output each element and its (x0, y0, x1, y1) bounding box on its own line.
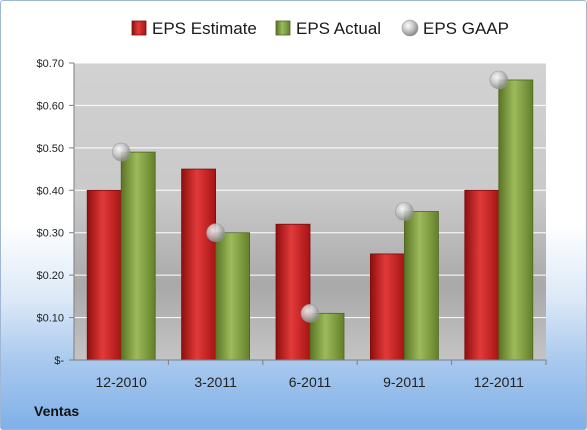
eps-estimate-bar (464, 189, 500, 361)
eps-actual-bar (309, 312, 345, 361)
x-tick-label: 9-2011 (383, 374, 426, 390)
y-tick-label: $0.40 (36, 185, 64, 197)
y-tick-label: $0.20 (36, 270, 64, 282)
eps-actual-bar (498, 79, 534, 361)
company-name: Ventas (34, 403, 80, 419)
eps-actual-bar (120, 151, 156, 361)
y-tick-label: $0.30 (36, 228, 64, 240)
eps-estimate-bar (86, 189, 122, 361)
eps-gaap-marker (206, 223, 225, 243)
eps-actual-bar (403, 211, 439, 361)
x-tick-label: 3-2011 (194, 374, 237, 390)
legend-label: EPS Estimate (152, 19, 257, 38)
y-tick-label: $0.50 (36, 143, 64, 155)
y-tick-label: $- (54, 355, 64, 367)
eps-gaap-marker (300, 304, 320, 323)
legend-label: EPS GAAP (423, 19, 509, 38)
eps-actual-legend-swatch (275, 20, 291, 36)
y-axis: $0.70 $0.60 $0.50 $0.40 $0.30 $0.20 $0.10 $- (36, 58, 75, 367)
x-tick-label: 12-2010 (96, 374, 148, 390)
eps-gaap-marker (111, 142, 131, 162)
y-tick-label: $0.10 (36, 313, 64, 325)
eps-gaap-marker (395, 202, 414, 221)
eps-estimate-bar (369, 253, 405, 361)
y-tick-label: $0.60 (36, 100, 64, 112)
eps-gaap-legend-marker (401, 19, 419, 37)
legend-label: EPS Actual (296, 19, 381, 38)
eps-actual-bar (215, 232, 251, 361)
eps-gaap-marker (489, 70, 509, 90)
y-tick-label: $0.70 (36, 58, 64, 70)
x-tick-label: 6-2011 (289, 374, 332, 390)
x-tick-label: 12-2011 (474, 374, 525, 390)
legend: EPS Estimate EPS Actual EPS GAAP (131, 19, 509, 38)
x-axis: 12-2010 3-2011 6-2011 9-2011 12-2011 (74, 359, 547, 390)
eps-estimate-bar (181, 168, 217, 361)
eps-estimate-legend-swatch (131, 20, 147, 36)
eps-estimate-bar (275, 223, 311, 361)
